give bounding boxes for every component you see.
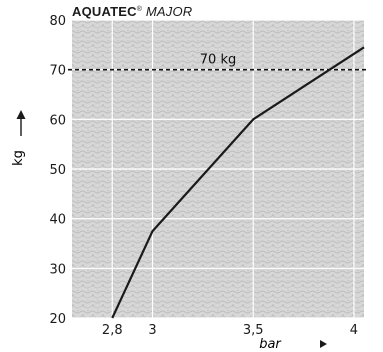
y-tick-label: 80 [49, 14, 66, 29]
series-line [111, 46, 365, 319]
y-tick-label: 70 [49, 64, 66, 79]
y-axis-arrow-icon [16, 110, 26, 136]
registered-mark: ® [136, 6, 143, 13]
y-tick-label: 60 [49, 113, 66, 128]
reference-line-label: 70 kg [200, 53, 236, 68]
y-tick-labels: 20 30 40 50 60 70 80 [49, 14, 66, 327]
brand-name: AQUATEC [72, 4, 137, 19]
y-axis-label: kg [11, 150, 26, 166]
x-tick-label: 3,5 [243, 323, 264, 338]
x-axis-arrow-icon [320, 340, 327, 348]
x-tick-label: 4 [350, 323, 358, 338]
y-tick-label: 30 [49, 262, 66, 277]
y-tick-label: 20 [49, 312, 66, 327]
x-tick-labels: 2,8 3 3,5 4 [102, 323, 358, 338]
model-name: MAJOR [145, 4, 193, 19]
series-group [111, 46, 365, 319]
y-tick-label: 50 [49, 163, 66, 178]
chart-title: AQUATEC® MAJOR [72, 4, 192, 19]
x-tick-label: 3 [148, 323, 156, 338]
reference-line-group: 70 kg [68, 53, 368, 71]
y-tick-label: 40 [49, 213, 66, 228]
x-axis-label: bar [259, 337, 282, 352]
x-tick-label: 2,8 [102, 323, 123, 338]
